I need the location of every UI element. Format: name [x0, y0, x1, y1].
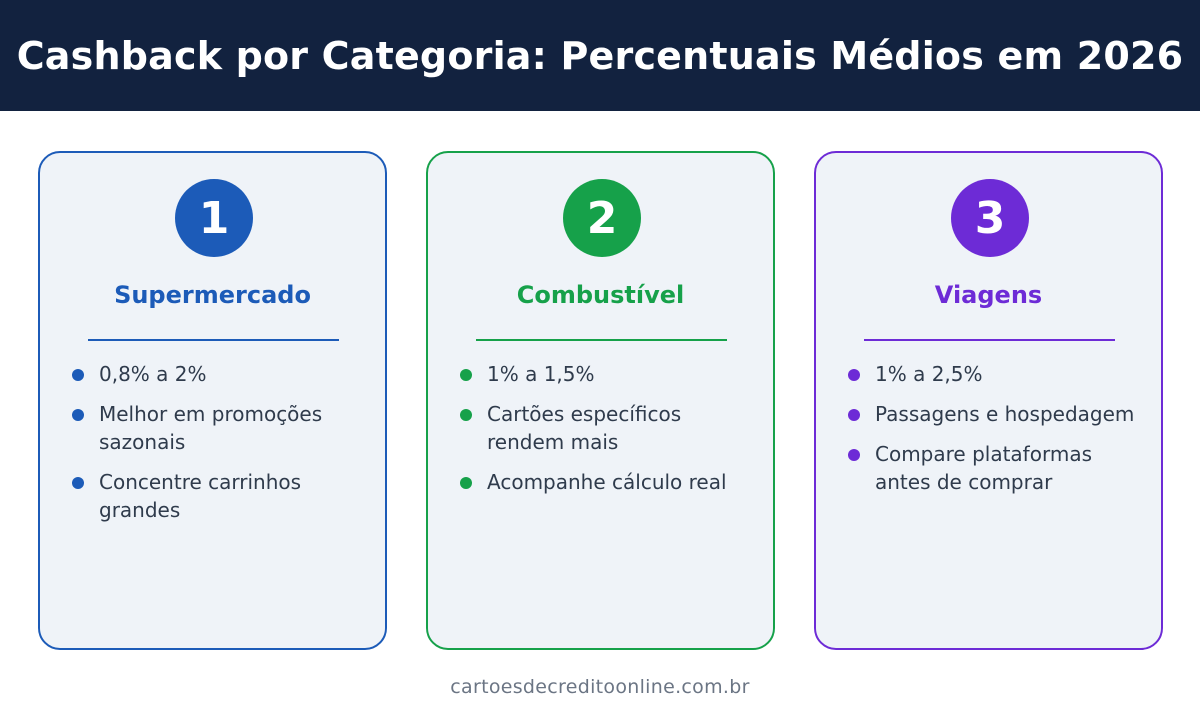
card-divider [864, 339, 1115, 341]
bullet-item: Cartões específicos rendem mais [460, 400, 750, 456]
card-combustivel: 2 Combustível 1% a 1,5% Cartões específi… [426, 151, 775, 650]
card-bullet-list: 1% a 1,5% Cartões específicos rendem mai… [460, 360, 750, 508]
bullet-text: Acompanhe cálculo real [487, 470, 727, 494]
card-divider [476, 339, 727, 341]
card-number-badge: 3 [951, 179, 1029, 257]
bullet-dot-icon [848, 369, 860, 381]
bullet-text: 0,8% a 2% [99, 362, 207, 386]
bullet-item: Passagens e hospedagem [848, 400, 1138, 428]
bullet-text: 1% a 2,5% [875, 362, 983, 386]
page-title: Cashback por Categoria: Percentuais Médi… [16, 33, 1184, 78]
card-divider [88, 339, 339, 341]
bullet-item: 1% a 1,5% [460, 360, 750, 388]
card-title: Viagens [934, 281, 1043, 309]
card-title: Combustível [516, 281, 685, 309]
bullet-item: 0,8% a 2% [72, 360, 362, 388]
bullet-text: Melhor em promoções sazonais [99, 402, 323, 454]
card-bullet-list: 1% a 2,5% Passagens e hospedagem Compare… [848, 360, 1138, 508]
bullet-text: Cartões específicos rendem mais [487, 402, 682, 454]
bullet-item: Acompanhe cálculo real [460, 468, 750, 496]
bullet-item: Compare plataformas antes de comprar [848, 440, 1138, 496]
bullet-dot-icon [460, 409, 472, 421]
bullet-dot-icon [848, 449, 860, 461]
bullet-text: Concentre carrinhos grandes [99, 470, 302, 522]
bullet-dot-icon [460, 369, 472, 381]
bullet-dot-icon [72, 409, 84, 421]
bullet-item: Concentre carrinhos grandes [72, 468, 362, 524]
bullet-dot-icon [848, 409, 860, 421]
header-banner: Cashback por Categoria: Percentuais Médi… [0, 0, 1200, 111]
bullet-text: Compare plataformas antes de comprar [875, 442, 1092, 494]
bullet-text: Passagens e hospedagem [875, 402, 1135, 426]
bullet-dot-icon [460, 477, 472, 489]
bullet-dot-icon [72, 369, 84, 381]
card-number-badge: 1 [175, 179, 253, 257]
card-viagens: 3 Viagens 1% a 2,5% Passagens e hospedag… [814, 151, 1163, 650]
card-title: Supermercado [114, 281, 311, 309]
card-number-badge: 2 [563, 179, 641, 257]
bullet-dot-icon [72, 477, 84, 489]
card-supermercado: 1 Supermercado 0,8% a 2% Melhor em promo… [38, 151, 387, 650]
bullet-text: 1% a 1,5% [487, 362, 595, 386]
footer-site-url: cartoesdecreditoonline.com.br [450, 676, 750, 698]
bullet-item: 1% a 2,5% [848, 360, 1138, 388]
bullet-item: Melhor em promoções sazonais [72, 400, 362, 456]
card-bullet-list: 0,8% a 2% Melhor em promoções sazonais C… [72, 360, 362, 536]
